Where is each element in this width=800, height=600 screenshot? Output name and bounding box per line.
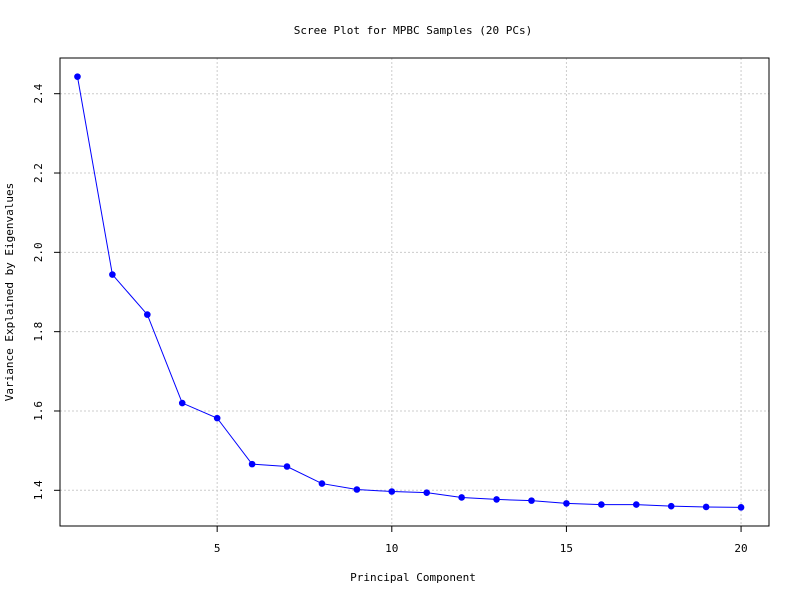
data-point [353,486,361,493]
data-point [248,460,256,468]
x-axis-label: Principal Component [350,571,476,584]
data-point [667,502,675,510]
y-axis-label: Variance Explained by Eigenvalues [3,183,16,402]
data-point [493,496,500,503]
x-tick-label: 15 [560,542,573,555]
x-tick-label: 20 [734,542,747,555]
data-point [283,463,291,470]
data-point [598,501,605,508]
y-tick-label: 1.6 [32,401,45,421]
data-point [458,494,465,501]
x-tick-label: 10 [385,542,398,555]
grid-lines [60,58,769,526]
data-point [213,414,221,422]
data-point [632,501,640,508]
x-axis: 5 10 15 20 [214,526,748,555]
data-point [74,73,81,80]
data-point [144,311,151,318]
data-point [318,480,326,487]
y-tick-label: 2.2 [32,163,45,183]
data-point [423,489,431,496]
y-tick-label: 2.4 [32,83,45,103]
x-tick-label: 5 [214,542,221,555]
y-tick-label: 2.0 [32,242,45,262]
chart-title: Scree Plot for MPBC Samples (20 PCs) [294,24,532,37]
data-point [178,399,186,407]
y-tick-label: 1.8 [32,322,45,342]
data-point [737,504,745,511]
series-line [76,76,742,508]
plot-frame [59,57,770,527]
data-point [528,497,535,504]
data-point [702,503,710,511]
data-point [563,500,570,507]
data-series [74,73,745,511]
data-point [388,488,396,495]
y-tick-label: 1.4 [32,480,45,500]
y-axis: 1.4 1.6 1.8 2.0 2.2 2.4 [32,83,60,500]
data-point [109,271,116,278]
